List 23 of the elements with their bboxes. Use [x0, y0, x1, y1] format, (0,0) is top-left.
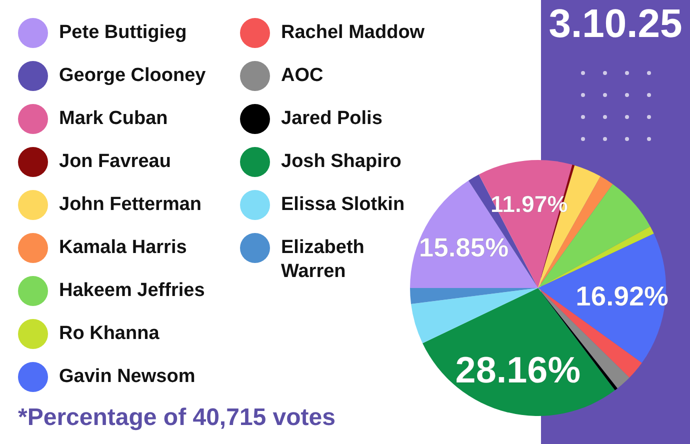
legend-label: John Fetterman [59, 193, 202, 217]
pie-slice [538, 226, 654, 288]
legend-label: Kamala Harris [59, 236, 187, 260]
legend-label: Mark Cuban [59, 107, 168, 131]
legend-label: Pete Buttigieg [59, 21, 187, 45]
legend-label: Jon Favreau [59, 150, 171, 174]
legend-label: Elissa Slotkin [281, 193, 405, 217]
legend-label: Rachel Maddow [281, 21, 425, 45]
pie-slice [410, 288, 538, 304]
data-label: 28.16% [455, 350, 581, 391]
legend-label: Ro Khanna [59, 322, 160, 346]
pie-slice [411, 288, 538, 344]
legend-label: Josh Shapiro [281, 150, 402, 174]
legend-label: Hakeem Jeffries [59, 279, 205, 303]
legend-label: Elizabeth Warren [281, 237, 364, 282]
legend-label: George Clooney [59, 64, 206, 88]
text: *Percentage of 40,715 votes [18, 404, 336, 432]
data-label: 16.92% [576, 280, 669, 312]
legend-label: Gavin Newsom [59, 365, 196, 389]
chart-title: 3.10.25 [548, 2, 684, 46]
data-label: 15.85% [418, 232, 509, 263]
legend-label: Jared Polis [281, 107, 382, 131]
legend-label: AOC [281, 64, 324, 88]
